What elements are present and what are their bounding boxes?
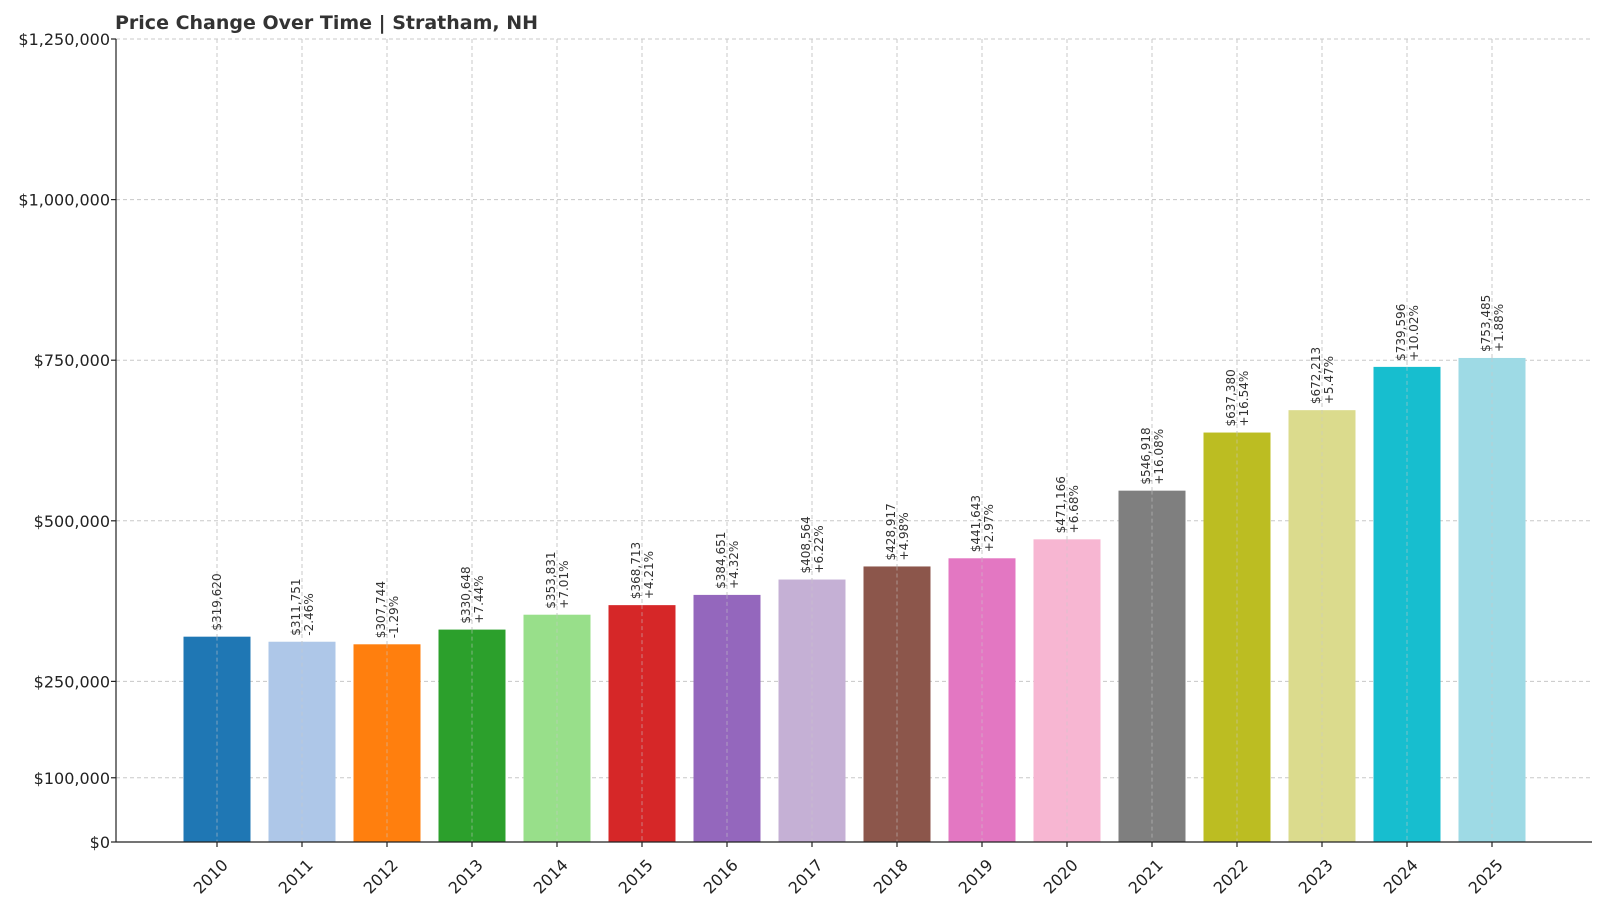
x-tick-label-2018: 2018	[870, 855, 912, 897]
bars	[183, 357, 1526, 842]
value-label-2022: $637,380	[1224, 369, 1238, 426]
value-label-2015: $368,713	[629, 542, 643, 599]
x-tick-label-2020: 2020	[1040, 855, 1082, 897]
x-tick-label-2012: 2012	[360, 855, 402, 897]
value-label-2016: $384,651	[714, 532, 728, 589]
change-label-2020: +6.68%	[1067, 485, 1081, 533]
x-tick-label-2011: 2011	[275, 855, 317, 897]
change-label-2011: -2.46%	[302, 593, 316, 635]
value-label-2020: $471,166	[1054, 476, 1068, 533]
change-label-2021: +16.08%	[1152, 429, 1166, 485]
change-label-2013: +7.44%	[472, 575, 486, 623]
x-tick-label-2023: 2023	[1295, 855, 1337, 897]
y-tick-label: $0	[90, 833, 110, 852]
y-tick-label: $500,000	[34, 512, 110, 531]
y-tick-label: $1,250,000	[18, 30, 110, 49]
x-tick-label-2017: 2017	[785, 855, 827, 897]
data-labels: $319,620 $311,751 -2.46% $307,744 -1.29% $330…	[210, 295, 1506, 639]
change-label-2018: +4.98%	[897, 512, 911, 560]
change-label-2025: +1.88%	[1492, 304, 1506, 352]
change-label-2023: +5.47%	[1322, 356, 1336, 404]
x-tick-label-2025: 2025	[1465, 855, 1507, 897]
value-label-2025: $753,485	[1479, 295, 1493, 352]
bar-2017	[778, 579, 846, 842]
change-label-2017: +6.22%	[812, 525, 826, 573]
y-tick-label: $750,000	[34, 351, 110, 370]
value-label-2013: $330,648	[459, 566, 473, 623]
change-label-2015: +4.21%	[642, 551, 656, 599]
x-tick-label-2010: 2010	[190, 855, 232, 897]
value-label-2012: $307,744	[374, 581, 388, 638]
value-label-2019: $441,643	[969, 495, 983, 552]
change-label-2024: +10.02%	[1407, 305, 1421, 361]
grid-lines	[116, 38, 1592, 842]
value-label-2010: $319,620	[210, 573, 224, 630]
x-tick-label-2015: 2015	[615, 855, 657, 897]
value-label-2018: $428,917	[884, 503, 898, 560]
change-label-2014: +7.01%	[557, 561, 571, 609]
value-label-2017: $408,564	[799, 516, 813, 573]
change-label-2022: +16.54%	[1237, 371, 1251, 427]
value-label-2023: $672,213	[1309, 347, 1323, 404]
x-tick-label-2019: 2019	[955, 855, 997, 897]
x-tick-label-2013: 2013	[445, 855, 487, 897]
change-label-2016: +4.32%	[727, 541, 741, 589]
y-tick-label: $250,000	[34, 672, 110, 691]
change-label-2019: +2.97%	[982, 504, 996, 552]
x-tick-label-2014: 2014	[530, 855, 572, 897]
value-label-2021: $546,918	[1139, 427, 1153, 484]
value-label-2024: $739,596	[1394, 304, 1408, 361]
x-tick-label-2021: 2021	[1125, 855, 1167, 897]
y-tick-label: $100,000	[34, 769, 110, 788]
x-tick-label-2024: 2024	[1380, 855, 1422, 897]
y-tick-label: $1,000,000	[18, 191, 110, 210]
change-label-2012: -1.29%	[387, 596, 401, 638]
chart-title: Price Change Over Time | Stratham, NH	[115, 12, 538, 34]
x-tick-label-2016: 2016	[700, 855, 742, 897]
value-label-2011: $311,751	[289, 578, 303, 635]
value-label-2014: $353,831	[544, 551, 558, 608]
x-tick-label-2022: 2022	[1210, 855, 1252, 897]
